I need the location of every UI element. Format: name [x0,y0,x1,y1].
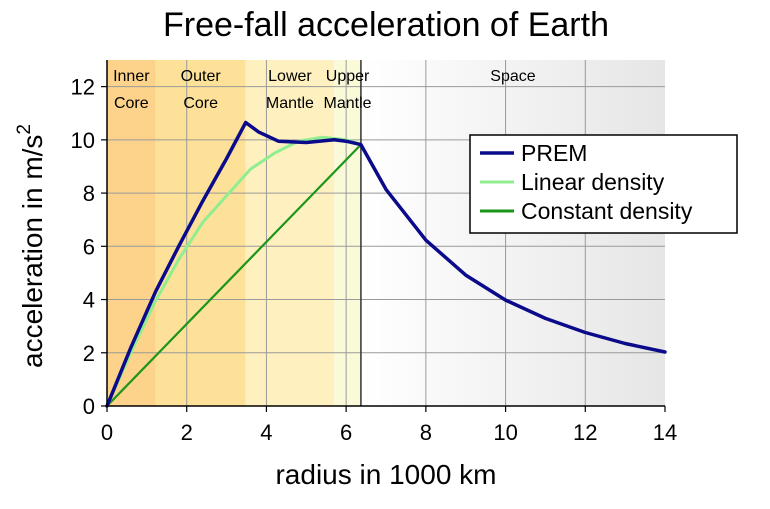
y-axis-label-superscript: 2 [14,124,35,135]
legend-label-linear-density: Linear density [521,169,665,195]
x-tick-label: 0 [101,420,113,445]
region-labels: Inner Core Outer Core Lower Mantle Upper Mantle… [113,68,536,112]
region-label-upper-mantle: Mantle [324,95,372,112]
y-tick-label: 6 [83,234,95,259]
y-tick-label: 0 [83,394,95,419]
x-tick-label: 10 [493,420,517,445]
legend: PREM Linear density Constant density [469,134,738,234]
y-tick-label: 2 [83,341,95,366]
y-tick-label: 12 [71,75,95,100]
x-tick-label: 2 [181,420,193,445]
region-label-lower: Lower [268,68,312,85]
y-axis-label-main: acceleration in m/s [17,135,48,368]
region-label-inner: Inner [113,68,150,85]
series-lines [105,120,667,408]
x-tick-label: 12 [573,420,597,445]
axes [106,60,665,407]
x-tick-label: 8 [420,420,432,445]
series-line-linear-density [105,135,363,408]
grid-lines [107,60,665,406]
region-label-lower-mantle: Mantle [266,95,314,112]
chart-title: Free-fall acceleration of Earth [163,6,609,44]
x-tick-label: 14 [653,420,677,445]
region-band-outer-core [155,60,246,406]
y-tick-label: 4 [83,288,95,313]
legend-box [469,134,738,234]
region-band-upper-mantle [334,60,361,406]
x-axis-label: radius in 1000 km [275,459,496,490]
region-label-outer: Outer [181,68,222,85]
y-tick-label: 8 [83,181,95,206]
region-label-space: Space [490,68,535,85]
x-tick-label: 4 [260,420,272,445]
region-label-upper: Upper [326,68,370,85]
region-label-outer-core: Core [183,95,218,112]
tick-labels: 0 2 4 6 8 10 12 14 0 2 4 6 8 10 12 [71,75,678,445]
y-axis-label: acceleration in m/s2 [14,124,48,368]
legend-label-constant-density: Constant density [521,198,693,224]
legend-label-prem: PREM [521,140,587,166]
y-tick-label: 10 [71,128,95,153]
region-label-inner-core: Core [114,95,149,112]
series-line-prem [105,120,667,408]
region-band-lower-mantle [245,60,335,406]
series-line-constant-density [105,143,362,408]
x-tick-label: 6 [340,420,352,445]
